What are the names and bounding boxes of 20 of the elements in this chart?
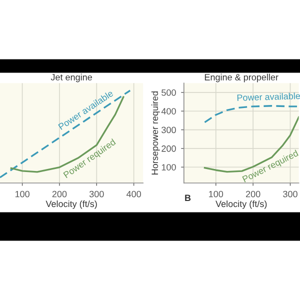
x-axis-title: Velocity (ft/s) (216, 200, 267, 209)
x-tick-label: 400 (126, 190, 141, 198)
chart-title: Jet engine (50, 74, 92, 82)
line-series (204, 105, 299, 124)
y-tick-label: 200 (162, 145, 176, 152)
y-tick-label: 300 (162, 126, 176, 134)
x-tick-label: 300 (283, 190, 298, 198)
y-tick-label: 400 (161, 108, 176, 114)
series-label: Power available (237, 92, 300, 101)
text: B (185, 194, 191, 201)
y-tick-label: 100 (162, 164, 176, 170)
x-tick-label: 100 (15, 190, 30, 198)
x-tick-label: 300 (89, 190, 104, 198)
y-axis-title: Horsepower required (151, 91, 160, 174)
x-tick-label: 200 (52, 190, 67, 198)
x-axis-title: Velocity (ft/s) (46, 200, 97, 209)
x-tick-label: 200 (246, 190, 260, 198)
chart-title: Engine & propeller (204, 74, 278, 82)
y-tick-label: 500 (162, 89, 176, 96)
x-tick-label: 100 (209, 190, 224, 198)
